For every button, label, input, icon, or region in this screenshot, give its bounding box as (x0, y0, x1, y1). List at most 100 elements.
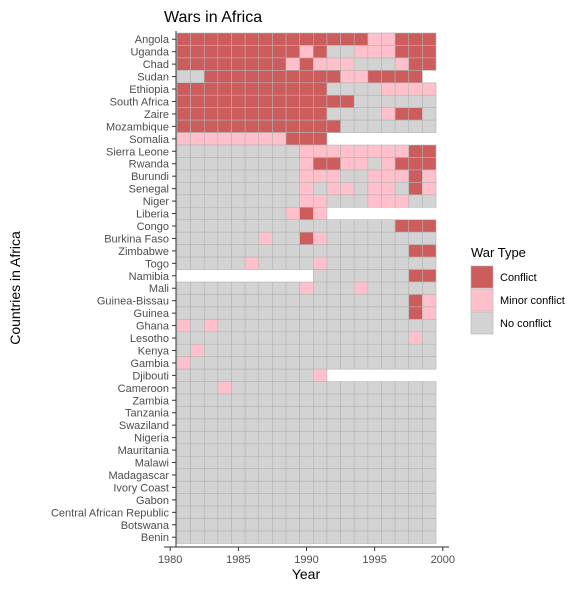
heatmap-cell (341, 344, 355, 356)
heatmap-cell (368, 282, 382, 294)
heatmap-cell (300, 332, 314, 344)
heatmap-cell (381, 294, 395, 306)
heatmap-cell (422, 481, 436, 493)
heatmap-cell (218, 382, 232, 394)
heatmap-cell (368, 481, 382, 493)
heatmap-cell (422, 531, 436, 543)
heatmap-cell (409, 33, 423, 45)
heatmap-cell (272, 357, 286, 369)
y-tick-label: Sierra Leone (106, 146, 169, 158)
heatmap-cell (300, 519, 314, 531)
heatmap-cell (354, 319, 368, 331)
heatmap-cell (218, 531, 232, 543)
heatmap-cell (341, 83, 355, 95)
heatmap-cell (286, 170, 300, 182)
heatmap-cell (422, 58, 436, 70)
heatmap-cell (395, 70, 409, 82)
y-tick-label: Botswana (121, 520, 170, 532)
heatmap-cell (232, 481, 246, 493)
heatmap-cell (368, 195, 382, 207)
y-tick-label: Cameroon (118, 383, 169, 395)
heatmap-cell (422, 294, 436, 306)
heatmap-cell (313, 294, 327, 306)
heatmap-cell (313, 394, 327, 406)
heatmap-cell (368, 257, 382, 269)
heatmap-cell (300, 382, 314, 394)
heatmap-cell (368, 519, 382, 531)
heatmap-cell (191, 531, 205, 543)
heatmap-cell (218, 394, 232, 406)
heatmap-cell (286, 481, 300, 493)
heatmap-cell (177, 344, 191, 356)
heatmap-cell (354, 145, 368, 157)
heatmap-cell (245, 207, 259, 219)
heatmap-cell (395, 419, 409, 431)
heatmap-cell (232, 431, 246, 443)
heatmap-cell (259, 170, 273, 182)
heatmap-cell (354, 220, 368, 232)
heatmap-cell (354, 58, 368, 70)
heatmap-cell (341, 158, 355, 170)
heatmap-cell (381, 58, 395, 70)
heatmap-cell (313, 494, 327, 506)
heatmap-cell (422, 182, 436, 194)
heatmap-cell (272, 145, 286, 157)
heatmap-cell (327, 282, 341, 294)
heatmap-cell (422, 270, 436, 282)
heatmap-cell (341, 506, 355, 518)
heatmap-cell (177, 382, 191, 394)
heatmap-cell (313, 456, 327, 468)
heatmap-cell (177, 120, 191, 132)
heatmap-cell (313, 108, 327, 120)
heatmap-cell (286, 519, 300, 531)
heatmap-cell (232, 70, 246, 82)
y-tick-label: Namibia (129, 271, 170, 283)
y-tick-label: Senegal (129, 184, 169, 196)
heatmap-cell (259, 245, 273, 257)
heatmap-cell (259, 519, 273, 531)
heatmap-cell (272, 95, 286, 107)
heatmap-cell (354, 158, 368, 170)
heatmap-cell (218, 294, 232, 306)
heatmap-cell (381, 33, 395, 45)
heatmap-cell (259, 207, 273, 219)
heatmap-cell (272, 207, 286, 219)
heatmap-cell (191, 70, 205, 82)
heatmap-cell (245, 469, 259, 481)
heatmap-cell (422, 419, 436, 431)
heatmap-cell (286, 506, 300, 518)
heatmap-cell (204, 70, 218, 82)
heatmap-cell (409, 469, 423, 481)
heatmap-cell (286, 45, 300, 57)
heatmap-cell (422, 506, 436, 518)
heatmap-cell (232, 257, 246, 269)
heatmap-cell (368, 332, 382, 344)
heatmap-cell (300, 481, 314, 493)
heatmap-cell (286, 195, 300, 207)
heatmap-cell (381, 170, 395, 182)
heatmap-cell (300, 182, 314, 194)
heatmap-cell (191, 95, 205, 107)
heatmap-cell (245, 431, 259, 443)
heatmap-cell (354, 170, 368, 182)
heatmap-cell (177, 357, 191, 369)
heatmap-cell (341, 332, 355, 344)
heatmap-cell (259, 506, 273, 518)
heatmap-cell (232, 369, 246, 381)
heatmap-cell (354, 257, 368, 269)
y-tick-label: Madagascar (108, 470, 169, 482)
heatmap-cell (381, 332, 395, 344)
legend: War Type Conflict Minor conflict No confli… (471, 245, 565, 334)
heatmap-cell (204, 431, 218, 443)
heatmap-cell (354, 519, 368, 531)
heatmap-cell (381, 282, 395, 294)
heatmap-cell (204, 481, 218, 493)
heatmap-cell (218, 456, 232, 468)
heatmap-cell (368, 182, 382, 194)
y-tick-label: Ethiopia (129, 84, 170, 96)
heatmap-cell (218, 494, 232, 506)
heatmap-cell (354, 120, 368, 132)
heatmap-cell (245, 307, 259, 319)
y-tick-label: Gambia (130, 358, 169, 370)
heatmap-cell (354, 232, 368, 244)
